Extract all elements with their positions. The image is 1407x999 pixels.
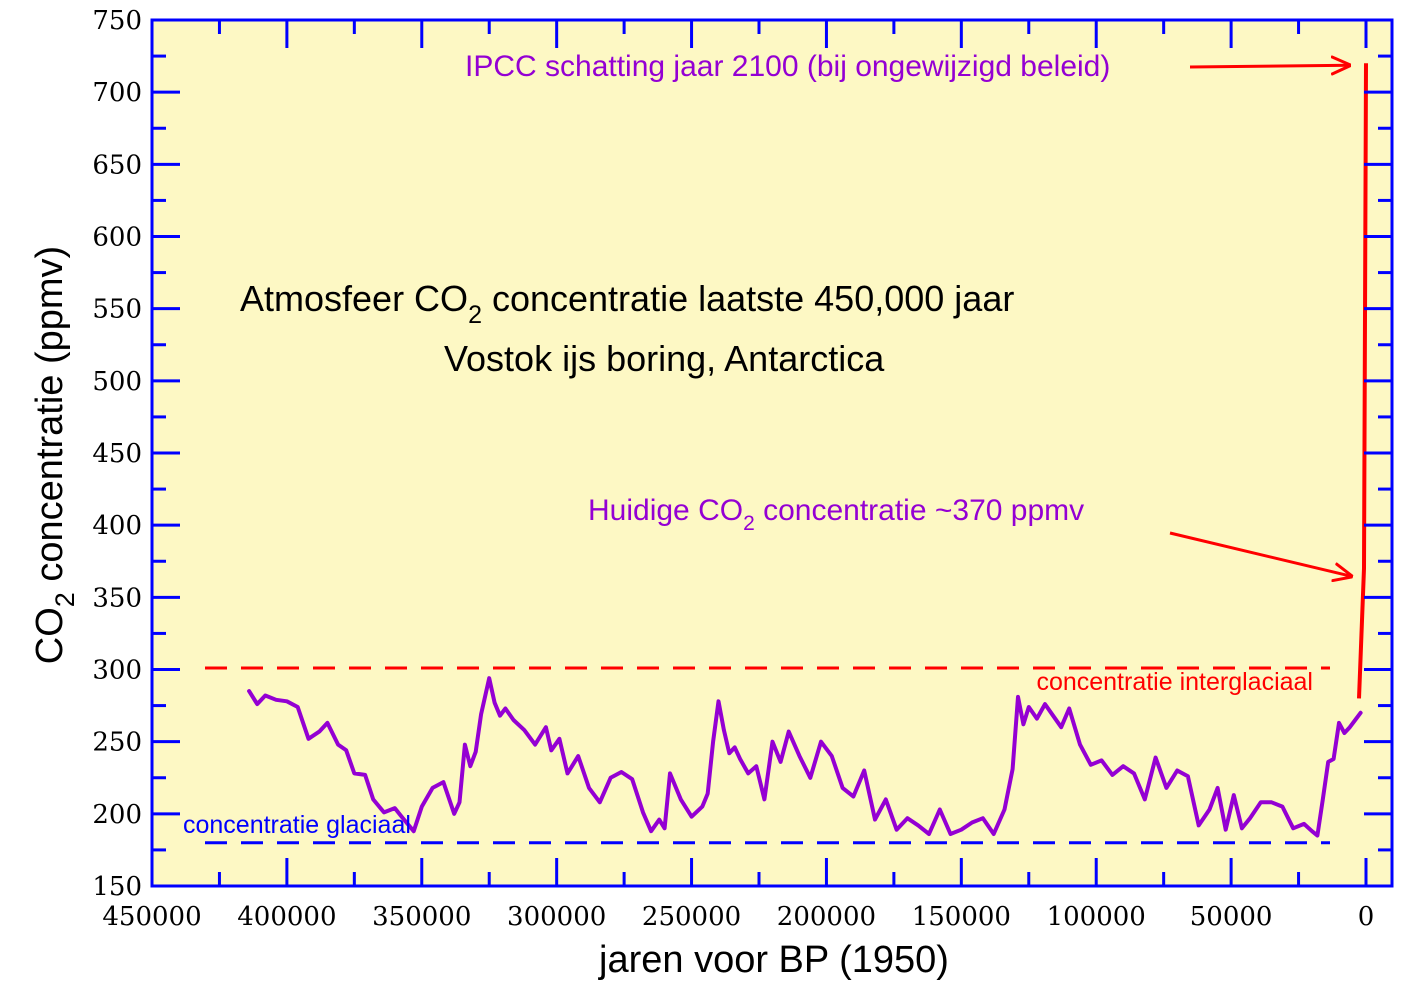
projection-line [1357, 63, 1368, 699]
y-tick-label: 350 [92, 583, 142, 613]
x-tick-label: 350000 [372, 902, 471, 932]
x-axis-title: jaren voor BP (1950) [598, 939, 949, 981]
chart-title-line2: Vostok ijs boring, Antarctica [444, 338, 885, 379]
y-tick-label: 450 [92, 439, 142, 469]
current-co2-arrow [1169, 531, 1352, 576]
current-co2-annotation: Huidige CO2 concentratie ~370 ppmv [588, 494, 1084, 535]
x-tick-label: 300000 [507, 902, 606, 932]
glacial-label: concentratie glaciaal [183, 811, 411, 839]
ipcc-annotation: IPCC schatting jaar 2100 (bij ongewijzig… [465, 50, 1110, 83]
vostok-co2-series-line [247, 676, 1363, 838]
y-tick-label: 250 [92, 728, 142, 758]
y-tick-label: 750 [92, 6, 142, 36]
y-tick-label: 500 [92, 367, 142, 397]
x-tick-label: 0 [1358, 902, 1375, 932]
x-tick-label: 400000 [237, 902, 336, 932]
chart-title-line1: Atmosfeer CO2 concentratie laatste 450,0… [240, 278, 1014, 329]
y-tick-label: 650 [92, 150, 142, 180]
x-tick-label: 50000 [1190, 902, 1273, 932]
y-tick-label: 600 [92, 223, 142, 253]
y-tick-label: 400 [92, 511, 142, 541]
ipcc-arrow [1189, 65, 1350, 67]
x-tick-label: 150000 [912, 902, 1011, 932]
interglacial-label: concentratie interglaciaal [1036, 668, 1313, 696]
y-tick-label: 700 [92, 78, 142, 108]
x-tick-label: 250000 [642, 902, 741, 932]
x-tick-label: 100000 [1047, 902, 1146, 932]
y-tick-label: 150 [92, 872, 142, 902]
y-tick-label: 300 [92, 656, 142, 686]
y-axis-title: CO2 concentratie (ppmv) [29, 246, 80, 664]
y-tick-label: 200 [92, 800, 142, 830]
y-tick-label: 550 [92, 295, 142, 325]
x-tick-label: 450000 [102, 902, 201, 932]
x-tick-label: 200000 [777, 902, 876, 932]
